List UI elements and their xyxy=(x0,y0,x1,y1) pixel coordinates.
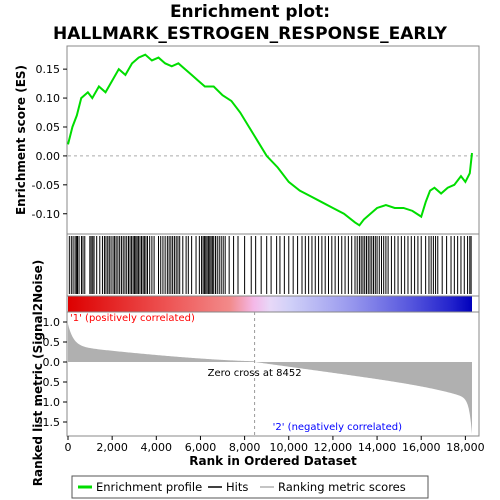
x-tick-label: 2,000 xyxy=(96,441,128,454)
rank-color-bar xyxy=(68,296,472,312)
x-tick-label: 18,000 xyxy=(446,441,485,454)
x-tick-label: 10,000 xyxy=(270,441,309,454)
x-tick-label: 6,000 xyxy=(185,441,217,454)
es-tick-label: -0.10 xyxy=(32,208,60,221)
es-tick-label: 0.15 xyxy=(36,63,61,76)
x-tick-label: 14,000 xyxy=(358,441,397,454)
x-tick-label: 0 xyxy=(65,441,72,454)
es-tick-label: 0.00 xyxy=(36,150,61,163)
rank-tick-label: 0.0 xyxy=(43,356,61,369)
hit-markers xyxy=(68,236,472,294)
x-axis-label: Rank in Ordered Dataset xyxy=(189,454,357,468)
legend: Enrichment profile Hits Ranking metric sco… xyxy=(78,480,406,494)
rank-axis-ticks: 1.0 0.5 0.0 -0.5 -1.0 -1.5 xyxy=(39,316,67,429)
legend-entry-label: Hits xyxy=(226,480,248,494)
enrichment-profile-line xyxy=(67,53,473,227)
es-axis-ticks: 0.15 0.10 0.05 0.00 -0.05 -0.10 xyxy=(32,63,67,221)
positive-correlation-label: '1' (positively correlated) xyxy=(70,313,195,324)
x-tick-label: 8,000 xyxy=(229,441,261,454)
rank-tick-label: -1.0 xyxy=(39,396,60,409)
ranking-metric-area xyxy=(68,324,472,434)
es-tick-label: 0.05 xyxy=(36,121,61,134)
rank-axis-label: Ranked list metric (Signal2Noise) xyxy=(31,260,45,487)
x-tick-label: 12,000 xyxy=(314,441,353,454)
rank-tick-label: -1.5 xyxy=(39,416,60,429)
x-tick-label: 4,000 xyxy=(141,441,173,454)
es-axis-label: Enrichment score (ES) xyxy=(14,65,28,215)
x-tick-label: 16,000 xyxy=(402,441,441,454)
es-tick-label: 0.10 xyxy=(36,92,61,105)
negative-correlation-label: '2' (negatively correlated) xyxy=(273,422,402,433)
legend-box xyxy=(71,475,429,499)
rank-tick-label: 0.5 xyxy=(43,336,61,349)
legend-entry-label: Enrichment profile xyxy=(96,480,202,494)
x-axis-ticks: 0 2,000 4,000 6,000 8,000 10,000 12,000 14,000 1… xyxy=(65,436,485,454)
zero-cross-label: Zero cross at 8452 xyxy=(208,368,302,379)
legend-entry-label: Ranking metric scores xyxy=(278,480,406,494)
es-panel-frame xyxy=(66,45,480,235)
rank-tick-label: 1.0 xyxy=(43,316,61,329)
es-tick-label: -0.05 xyxy=(32,179,60,192)
chart-title-line1: Enrichment plot: xyxy=(170,2,330,22)
chart-title-line2: HALLMARK_ESTROGEN_RESPONSE_EARLY xyxy=(53,24,448,44)
rank-tick-label: -0.5 xyxy=(39,376,60,389)
